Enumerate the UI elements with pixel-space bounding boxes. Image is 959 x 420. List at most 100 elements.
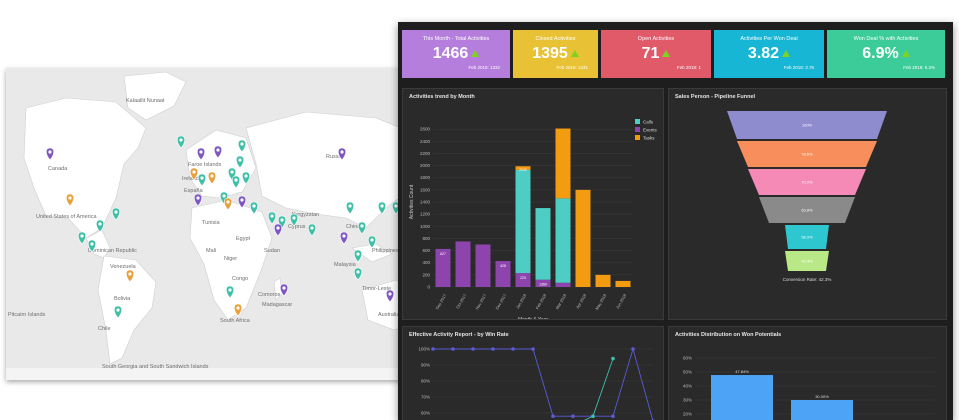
distribution-bar[interactable] <box>711 375 773 420</box>
map-pin-icon[interactable] <box>65 193 75 207</box>
map-pin-icon[interactable] <box>289 213 299 227</box>
funnel-stage[interactable] <box>737 141 877 167</box>
bar-data-label: 627 <box>440 252 446 256</box>
x-tick-label: Feb 2018 <box>535 292 548 310</box>
map-pin-icon[interactable] <box>225 285 235 299</box>
map-pin-icon[interactable] <box>125 269 135 283</box>
legend-label[interactable]: Tasks <box>643 136 655 141</box>
kpi-value-text: 6.9% <box>862 45 899 62</box>
legend-label[interactable]: Events <box>643 128 658 133</box>
map-pin-icon[interactable] <box>377 201 387 215</box>
y-tick-label: 0 <box>427 285 430 290</box>
legend-label[interactable]: Calls <box>643 120 654 125</box>
map-label-south-africa: South Africa <box>220 318 251 324</box>
activities-trend-chart[interactable]: 0 200 400 600 800 1000 1200 1400 1600 1800 2000 220… <box>403 97 663 319</box>
map-pin-icon[interactable] <box>207 171 217 185</box>
map-pin-icon[interactable] <box>235 155 245 169</box>
funnel-stage[interactable] <box>759 197 855 223</box>
bar-segment-events[interactable] <box>555 282 571 287</box>
line-series <box>584 358 614 420</box>
kpi-value: 1395 <box>513 45 598 63</box>
bar-segment-events[interactable] <box>515 273 531 287</box>
map-pin-icon[interactable] <box>213 145 223 159</box>
map-pin-icon[interactable] <box>307 223 317 237</box>
funnel-stage[interactable] <box>785 251 829 271</box>
map-pin-icon[interactable] <box>339 231 349 245</box>
map-pin-icon[interactable] <box>95 219 105 233</box>
map-pin-icon[interactable] <box>273 223 283 237</box>
map-pin-icon[interactable] <box>267 211 277 225</box>
map-pin-dot <box>282 286 286 290</box>
kpi-card: Activities Per Won Deal 3.82 Feb 2018: 3.7… <box>714 30 824 78</box>
map-pin-icon[interactable] <box>233 303 243 317</box>
bar-data-label: 2000 <box>519 168 527 172</box>
map-pin-icon[interactable] <box>345 201 355 215</box>
map-pin-dot <box>192 170 196 174</box>
bar-segment-tasks[interactable] <box>575 189 591 287</box>
map-pin-icon[interactable] <box>385 289 395 303</box>
map-pin-shape <box>223 197 233 211</box>
map-pin-icon[interactable] <box>87 239 97 253</box>
map-label-china: China <box>346 224 361 230</box>
win-rate-chart[interactable]: 100%90%80%70%60%50%% <box>403 341 663 420</box>
bar-segment-tasks[interactable] <box>515 166 531 170</box>
map-pin-icon[interactable] <box>231 175 241 189</box>
world-map-panel[interactable]: Kalaallit Nunaat Faroe Islands Canada Un… <box>6 68 426 380</box>
bar-segment-events[interactable] <box>475 244 491 288</box>
bar-segment-calls[interactable] <box>555 198 571 283</box>
map-pin-shape <box>267 211 277 225</box>
pipeline-funnel-chart[interactable]: 100% 78.6% 70.0% 63.8% 58.0% 42.3% Conversion … <box>669 97 946 319</box>
map-pin-icon[interactable] <box>241 171 251 185</box>
map-pins[interactable] <box>45 135 401 319</box>
funnel-stage[interactable] <box>727 111 887 139</box>
map-pin-icon[interactable] <box>45 147 55 161</box>
bar-segment-tasks[interactable] <box>555 128 571 199</box>
bar-segment-tasks[interactable] <box>615 280 631 287</box>
map-pin-shape <box>65 193 75 207</box>
map-pin-icon[interactable] <box>367 235 377 249</box>
map-pin-shape <box>357 221 367 235</box>
map-pin-icon[interactable] <box>197 173 207 187</box>
bar-segment-events[interactable] <box>535 279 551 287</box>
map-pin-shape <box>176 135 186 149</box>
map-pin-shape <box>125 269 135 283</box>
map-pin-icon[interactable] <box>279 283 289 297</box>
bar-segment-events[interactable] <box>455 241 471 287</box>
map-pin-icon[interactable] <box>391 201 401 215</box>
line-point[interactable] <box>611 356 615 361</box>
funnel-stage-label: 78.6% <box>801 152 813 157</box>
map-pin-icon[interactable] <box>353 249 363 263</box>
map-pin-icon[interactable] <box>337 147 347 161</box>
bar-segment-events[interactable] <box>435 248 451 287</box>
bar-data-label: 47.84% <box>735 369 749 374</box>
bar-segment-tasks[interactable] <box>595 274 611 287</box>
distribution-bar[interactable] <box>791 400 853 420</box>
legend-swatch <box>635 127 640 132</box>
kpi-card: This Month - Total Activities 1466 Feb 201… <box>402 30 510 78</box>
funnel-stage[interactable] <box>748 169 866 195</box>
map-pin-icon[interactable] <box>176 135 186 149</box>
map-pin-icon[interactable] <box>353 267 363 281</box>
map-pin-icon[interactable] <box>237 195 247 209</box>
world-map[interactable]: Kalaallit Nunaat Faroe Islands Canada Un… <box>6 68 426 380</box>
map-pin-icon[interactable] <box>113 305 123 319</box>
map-pin-icon[interactable] <box>193 193 203 207</box>
map-label-mali: Mali <box>206 248 216 254</box>
map-pin-icon[interactable] <box>223 197 233 211</box>
funnel-stage[interactable] <box>785 225 829 249</box>
map-pin-icon[interactable] <box>249 201 259 215</box>
bar-segment-events[interactable] <box>495 261 511 287</box>
x-tick-label: Dec 2017 <box>494 292 507 310</box>
map-pin-icon[interactable] <box>189 167 199 181</box>
y-tick-label: 60% <box>683 356 692 361</box>
map-pin-icon[interactable] <box>111 207 121 221</box>
map-label-russia: Russia <box>326 154 344 160</box>
map-pin-icon[interactable] <box>357 221 367 235</box>
won-distribution-chart[interactable]: 60% 50% 40% 30% 20% 47.84% 30.00% <box>669 341 946 420</box>
map-pin-icon[interactable] <box>196 147 206 161</box>
funnel-footer: Conversion Rate: 42.3% <box>783 277 832 282</box>
map-pin-icon[interactable] <box>77 231 87 245</box>
bar-segment-calls[interactable] <box>515 169 531 274</box>
bar-segment-calls[interactable] <box>535 208 551 280</box>
map-pin-icon[interactable] <box>237 139 247 153</box>
